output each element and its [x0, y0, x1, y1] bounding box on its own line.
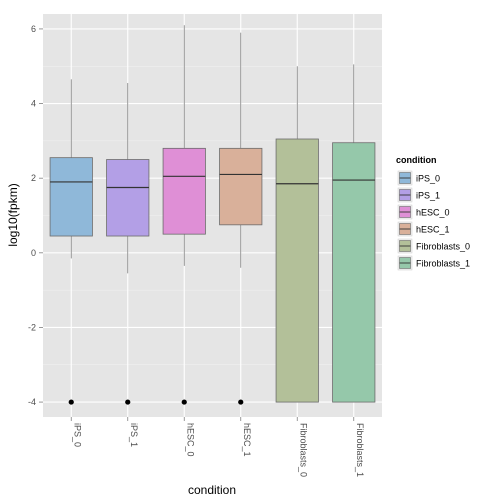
box-fibroblasts-0	[275, 66, 319, 403]
minor-gridlines	[43, 65, 382, 366]
outlier-point	[181, 399, 187, 405]
y-axis-ticks: -4 -2 0 2 4 6	[28, 24, 43, 407]
y-tick-label: 4	[31, 99, 36, 109]
legend-label: Fibroblasts_1	[416, 259, 470, 269]
legend-item: hESC_0	[397, 204, 450, 220]
legend: condition iPS_0 iPS_1 hESC_0 hESC_1 Fibrobla…	[396, 155, 470, 271]
legend-label: hESC_0	[416, 208, 450, 218]
outlier-point	[238, 399, 244, 405]
x-tick-label: iPS_1	[129, 423, 139, 447]
box-body	[275, 138, 319, 403]
box-ips-1	[106, 83, 150, 405]
legend-item: iPS_0	[397, 170, 440, 186]
legend-label: iPS_1	[416, 191, 440, 201]
box-body	[219, 147, 263, 226]
x-tick-label: hESC_1	[242, 423, 252, 457]
legend-item: Fibroblasts_0	[397, 238, 470, 254]
legend-item: hESC_1	[397, 221, 450, 237]
box-body	[106, 159, 150, 237]
x-tick-label: Fibroblasts_0	[298, 423, 308, 477]
x-tick-label: hESC_0	[185, 423, 195, 457]
y-tick-label: 0	[31, 248, 36, 258]
boxes-layer	[49, 25, 376, 405]
outlier-point	[68, 399, 74, 405]
legend-label: iPS_0	[416, 174, 440, 184]
x-tick-label: iPS_0	[72, 423, 82, 447]
y-tick-label: 2	[31, 173, 36, 183]
x-axis-ticks: iPS_0 iPS_1 hESC_0 hESC_1 Fibroblasts_0 Fibro…	[70, 417, 365, 477]
y-tick-label: -4	[28, 397, 36, 407]
box-body	[332, 142, 376, 403]
x-tick-label: Fibroblasts_1	[355, 423, 365, 477]
y-tick-label: -2	[28, 322, 36, 332]
x-axis-title: condition	[188, 483, 236, 497]
y-tick-label: 6	[31, 24, 36, 34]
legend-item: iPS_1	[397, 187, 440, 203]
outlier-point	[125, 399, 131, 405]
legend-label: hESC_1	[416, 225, 450, 235]
box-hesc-1	[219, 32, 263, 405]
legend-title: condition	[396, 155, 437, 165]
legend-item: Fibroblasts_1	[397, 255, 470, 271]
box-hesc-0	[162, 25, 206, 405]
box-body	[162, 147, 206, 235]
y-axis-title: log10(fpkm)	[6, 183, 20, 246]
box-ips-0	[49, 79, 93, 405]
box-fibroblasts-1	[332, 64, 376, 403]
box-body	[49, 157, 93, 237]
legend-label: Fibroblasts_0	[416, 242, 470, 252]
